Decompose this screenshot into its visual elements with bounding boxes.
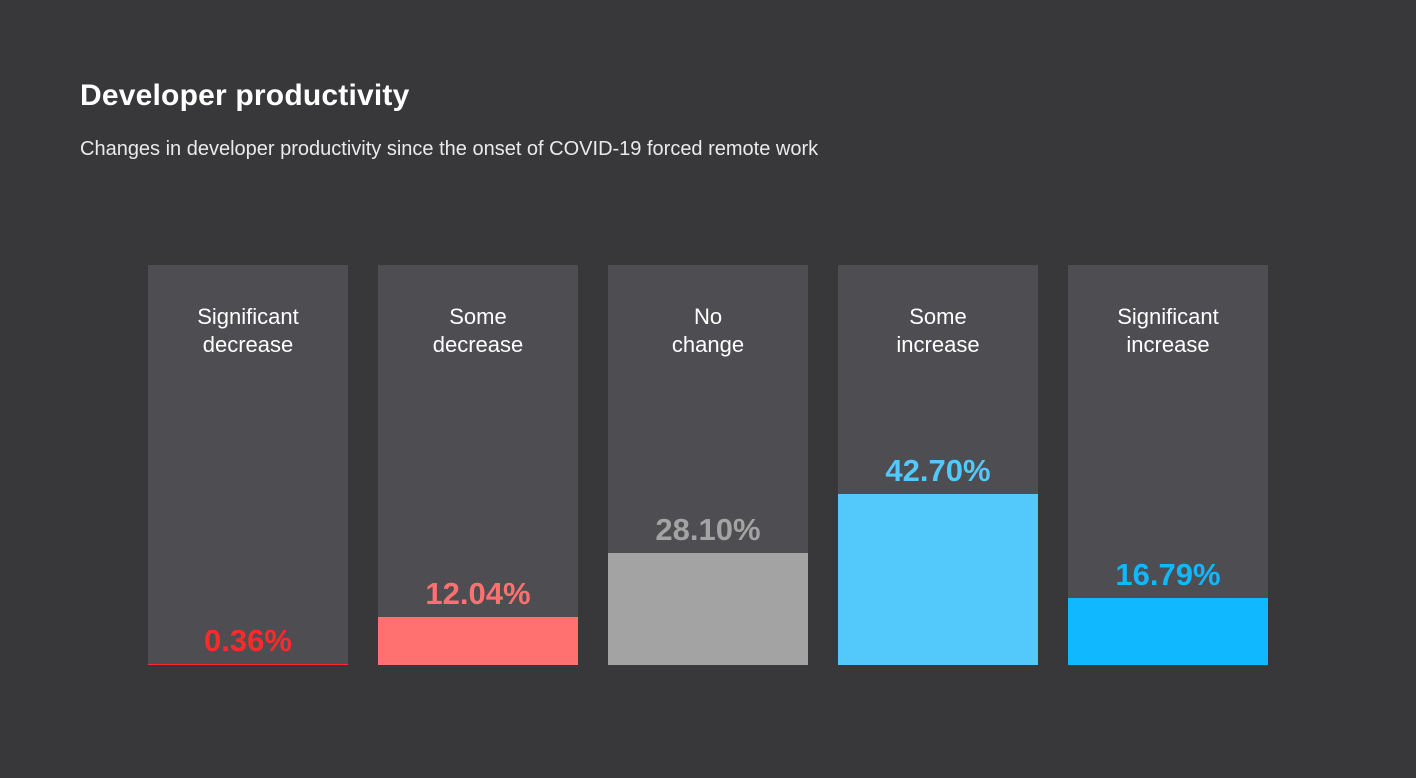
- chart-header: Developer productivity Changes in develo…: [0, 0, 1416, 162]
- bar-fill: [378, 616, 578, 665]
- value-label: 12.04%: [425, 575, 531, 611]
- chart-column: Significant increase 16.79%: [1068, 265, 1268, 665]
- category-label: No change: [671, 304, 745, 357]
- bar-fill: [1068, 597, 1268, 665]
- category-label: Significant decrease: [197, 304, 299, 357]
- bar-fill: [148, 663, 348, 665]
- bar-fill: [838, 494, 1038, 665]
- chart-column: Significant decrease 0.36%: [148, 265, 348, 665]
- category-label: Some increase: [896, 304, 980, 357]
- chart-column: Some increase 42.70%: [838, 265, 1038, 665]
- category-label: Some decrease: [432, 304, 524, 357]
- chart-title: Developer productivity: [80, 79, 410, 112]
- chart-column: Some decrease 12.04%: [378, 265, 578, 665]
- value-label: 42.70%: [885, 453, 991, 489]
- chart-column: No change 28.10%: [608, 265, 808, 665]
- value-label: 16.79%: [1115, 556, 1221, 592]
- chart-subtitle: Changes in developer productivity since …: [80, 138, 819, 160]
- category-label: Significant increase: [1117, 304, 1219, 357]
- value-label: 28.10%: [655, 511, 761, 547]
- value-label: 0.36%: [204, 622, 292, 658]
- bar-chart: Significant decrease 0.36% Some decrease…: [148, 265, 1268, 665]
- bar-fill: [608, 552, 808, 665]
